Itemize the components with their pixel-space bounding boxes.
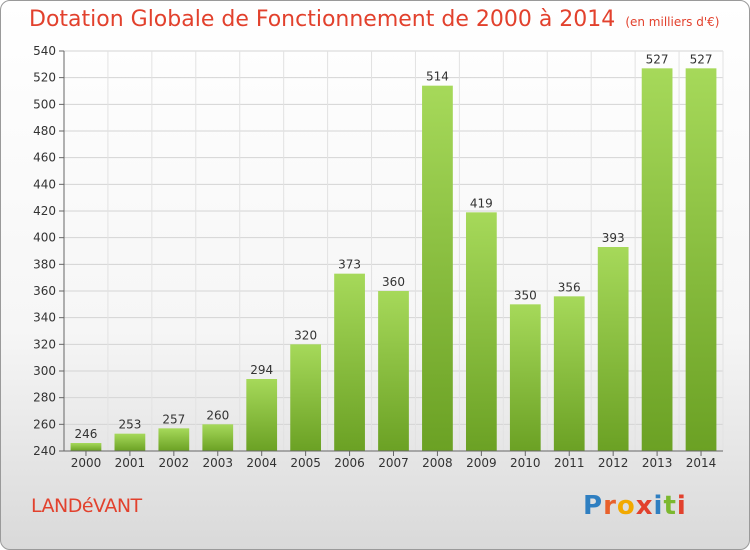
y-tick-label: 360	[33, 284, 56, 298]
title-text: Dotation Globale de Fonctionnement de 20…	[29, 7, 616, 32]
y-tick-label: 260	[33, 417, 56, 431]
y-tick-label: 500	[33, 97, 56, 111]
x-tick-label: 2003	[202, 456, 233, 470]
chart-title: Dotation Globale de Fonctionnement de 20…	[29, 7, 719, 32]
bar-2004	[246, 379, 278, 451]
logo-letter: o	[616, 491, 636, 521]
y-tick-label: 480	[33, 124, 56, 138]
logo-letter: r	[603, 491, 617, 521]
logo-letter: i	[653, 491, 664, 521]
logo-letter: x	[635, 491, 654, 521]
axis-layer: 240 260 280 300 320 340 360 380 400 420 440 460 480 5…	[33, 44, 723, 470]
x-tick-label: 2011	[554, 456, 585, 470]
x-tick-label: 2004	[246, 456, 277, 470]
x-tick-label: 2001	[115, 456, 146, 470]
bar-2007	[378, 291, 409, 451]
bar-value-label: 360	[382, 275, 405, 289]
x-tick-label: 2012	[598, 456, 629, 470]
bar-2003	[202, 424, 234, 451]
bar-2006	[334, 273, 365, 451]
bar-value-label: 419	[470, 196, 493, 210]
bar-value-label: 350	[514, 288, 537, 302]
bar-value-label: 246	[75, 427, 98, 441]
bar-2011	[553, 296, 585, 451]
bar-2001	[114, 433, 146, 451]
bar-2005	[290, 344, 322, 451]
bar-value-label: 514	[426, 70, 449, 84]
bar-value-label: 527	[690, 52, 713, 66]
y-tick-label: 380	[33, 257, 56, 271]
bar-2002	[158, 428, 190, 451]
logo-letter: t	[663, 491, 677, 521]
bar-2008	[422, 85, 453, 452]
y-tick-label: 420	[33, 204, 56, 218]
y-tick-label: 400	[33, 231, 56, 245]
bar-layer: 246 253 257 260 294 320 373 360 514 419 350 356 393 5…	[70, 52, 717, 452]
bar-value-label: 294	[250, 363, 273, 377]
bar-value-label: 257	[162, 412, 185, 426]
bar-2014	[685, 68, 717, 451]
y-tick-label: 520	[33, 71, 56, 85]
bar-value-label: 393	[602, 231, 625, 245]
logo-letter: P	[583, 491, 604, 521]
bar-2009	[465, 212, 497, 451]
logo-letter: i	[676, 491, 687, 521]
y-tick-label: 540	[33, 44, 56, 58]
x-tick-label: 2009	[466, 456, 497, 470]
y-tick-label: 440	[33, 177, 56, 191]
y-tick-label: 300	[33, 364, 56, 378]
bar-value-label: 320	[294, 328, 317, 342]
y-tick-label: 280	[33, 391, 56, 405]
y-tick-label: 320	[33, 337, 56, 351]
y-tick-label: 460	[33, 151, 56, 165]
bar-2012	[597, 247, 629, 451]
x-tick-label: 2014	[686, 456, 717, 470]
proxiti-logo: Proxiti	[583, 491, 687, 521]
x-tick-label: 2008	[422, 456, 453, 470]
bar-2010	[509, 304, 541, 451]
commune-name: LANDéVANT	[31, 495, 142, 517]
bar-2000	[70, 443, 102, 451]
x-tick-label: 2007	[378, 456, 409, 470]
x-tick-label: 2000	[71, 456, 102, 470]
bar-value-label: 356	[558, 280, 581, 294]
x-tick-label: 2013	[642, 456, 673, 470]
x-tick-label: 2002	[159, 456, 190, 470]
x-tick-label: 2006	[334, 456, 365, 470]
y-tick-label: 340	[33, 311, 56, 325]
x-tick-label: 2005	[290, 456, 321, 470]
bar-value-label: 253	[118, 418, 141, 432]
bar-value-label: 373	[338, 258, 361, 272]
unit-text: (en milliers d'€)	[625, 15, 720, 29]
bar-value-label: 527	[646, 52, 669, 66]
y-tick-label: 240	[33, 444, 56, 458]
x-tick-label: 2010	[510, 456, 541, 470]
bar-2013	[641, 68, 673, 451]
bar-value-label: 260	[206, 408, 229, 422]
